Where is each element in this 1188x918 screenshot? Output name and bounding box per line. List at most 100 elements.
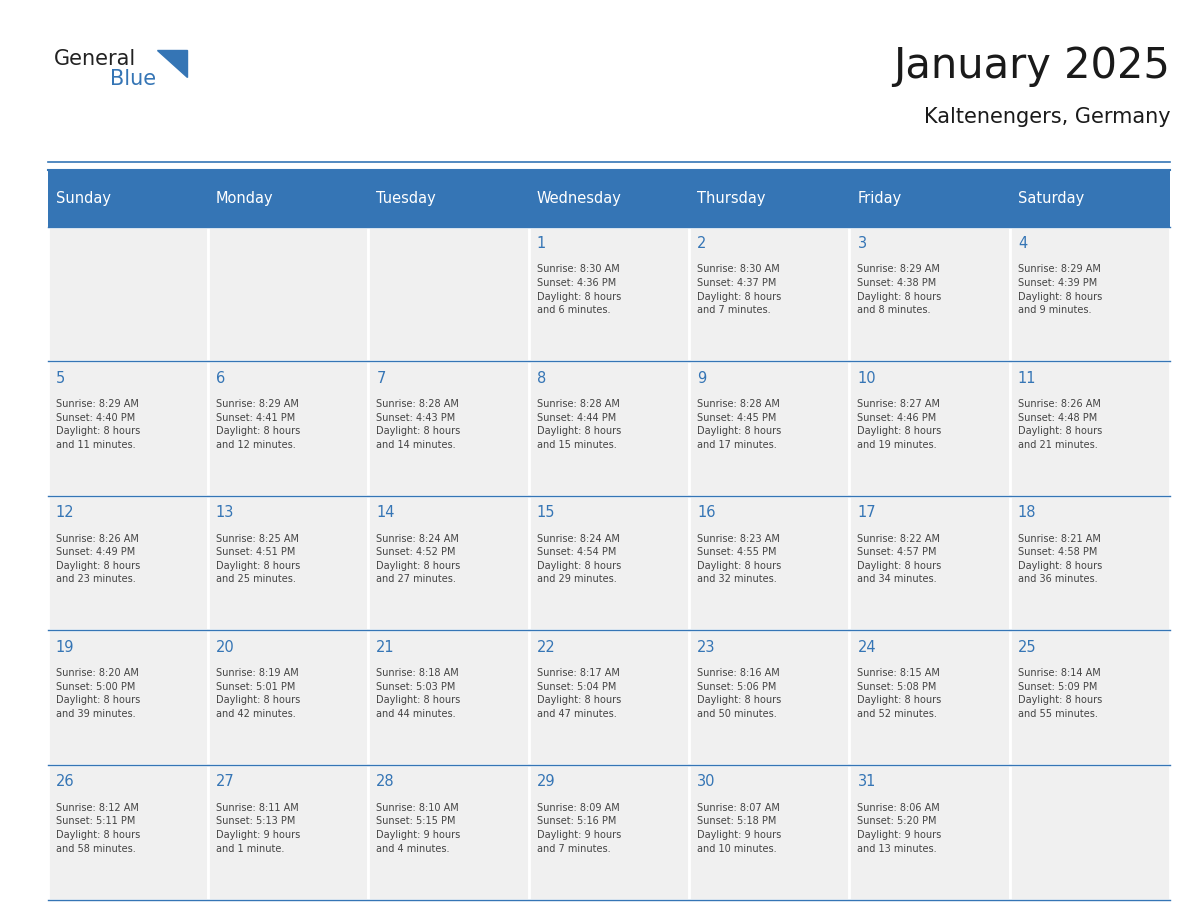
Text: 19: 19 [56, 640, 74, 655]
Text: Sunrise: 8:09 AM
Sunset: 5:16 PM
Daylight: 9 hours
and 7 minutes.: Sunrise: 8:09 AM Sunset: 5:16 PM Dayligh… [537, 802, 621, 854]
Bar [689, 362, 849, 496]
Text: Sunrise: 8:28 AM
Sunset: 4:43 PM
Daylight: 8 hours
and 14 minutes.: Sunrise: 8:28 AM Sunset: 4:43 PM Dayligh… [377, 399, 461, 450]
Text: Sunday: Sunday [56, 191, 110, 206]
Text: 20: 20 [216, 640, 235, 655]
Text: Sunrise: 8:16 AM
Sunset: 5:06 PM
Daylight: 8 hours
and 50 minutes.: Sunrise: 8:16 AM Sunset: 5:06 PM Dayligh… [697, 668, 782, 719]
Text: 6: 6 [216, 371, 226, 386]
Text: 5: 5 [56, 371, 65, 386]
Text: Sunrise: 8:10 AM
Sunset: 5:15 PM
Daylight: 9 hours
and 4 minutes.: Sunrise: 8:10 AM Sunset: 5:15 PM Dayligh… [377, 802, 461, 854]
Text: Sunrise: 8:23 AM
Sunset: 4:55 PM
Daylight: 8 hours
and 32 minutes.: Sunrise: 8:23 AM Sunset: 4:55 PM Dayligh… [697, 533, 782, 585]
Text: Thursday: Thursday [697, 191, 765, 206]
Text: Sunrise: 8:12 AM
Sunset: 5:11 PM
Daylight: 8 hours
and 58 minutes.: Sunrise: 8:12 AM Sunset: 5:11 PM Dayligh… [56, 802, 140, 854]
Text: Sunrise: 8:25 AM
Sunset: 4:51 PM
Daylight: 8 hours
and 25 minutes.: Sunrise: 8:25 AM Sunset: 4:51 PM Dayligh… [216, 533, 301, 585]
Text: Kaltenengers, Germany: Kaltenengers, Germany [923, 106, 1170, 127]
Bar [529, 765, 689, 900]
Bar [208, 170, 368, 227]
Bar [1010, 765, 1170, 900]
Text: Sunrise: 8:24 AM
Sunset: 4:54 PM
Daylight: 8 hours
and 29 minutes.: Sunrise: 8:24 AM Sunset: 4:54 PM Dayligh… [537, 533, 621, 585]
Bar [529, 170, 689, 227]
Text: 23: 23 [697, 640, 715, 655]
Text: 9: 9 [697, 371, 707, 386]
Bar [208, 362, 368, 496]
Text: Sunrise: 8:20 AM
Sunset: 5:00 PM
Daylight: 8 hours
and 39 minutes.: Sunrise: 8:20 AM Sunset: 5:00 PM Dayligh… [56, 668, 140, 719]
Bar [208, 227, 368, 362]
Text: 16: 16 [697, 505, 715, 521]
Bar [689, 765, 849, 900]
Text: Friday: Friday [858, 191, 902, 206]
Text: 26: 26 [56, 775, 74, 789]
Text: 25: 25 [1018, 640, 1036, 655]
Text: January 2025: January 2025 [893, 45, 1170, 87]
Bar [849, 227, 1010, 362]
Text: Sunrise: 8:11 AM
Sunset: 5:13 PM
Daylight: 9 hours
and 1 minute.: Sunrise: 8:11 AM Sunset: 5:13 PM Dayligh… [216, 802, 301, 854]
Text: 31: 31 [858, 775, 876, 789]
Text: Sunrise: 8:27 AM
Sunset: 4:46 PM
Daylight: 8 hours
and 19 minutes.: Sunrise: 8:27 AM Sunset: 4:46 PM Dayligh… [858, 399, 942, 450]
Bar [1010, 227, 1170, 362]
Text: Sunrise: 8:14 AM
Sunset: 5:09 PM
Daylight: 8 hours
and 55 minutes.: Sunrise: 8:14 AM Sunset: 5:09 PM Dayligh… [1018, 668, 1102, 719]
Text: Sunrise: 8:29 AM
Sunset: 4:38 PM
Daylight: 8 hours
and 8 minutes.: Sunrise: 8:29 AM Sunset: 4:38 PM Dayligh… [858, 264, 942, 315]
Bar [689, 227, 849, 362]
Text: Sunrise: 8:28 AM
Sunset: 4:45 PM
Daylight: 8 hours
and 17 minutes.: Sunrise: 8:28 AM Sunset: 4:45 PM Dayligh… [697, 399, 782, 450]
Bar [368, 765, 529, 900]
Text: Sunrise: 8:06 AM
Sunset: 5:20 PM
Daylight: 9 hours
and 13 minutes.: Sunrise: 8:06 AM Sunset: 5:20 PM Dayligh… [858, 802, 942, 854]
Text: 2: 2 [697, 236, 707, 252]
Text: 8: 8 [537, 371, 546, 386]
Text: 12: 12 [56, 505, 74, 521]
Text: Sunrise: 8:26 AM
Sunset: 4:49 PM
Daylight: 8 hours
and 23 minutes.: Sunrise: 8:26 AM Sunset: 4:49 PM Dayligh… [56, 533, 140, 585]
Bar [48, 496, 208, 631]
Text: Sunrise: 8:17 AM
Sunset: 5:04 PM
Daylight: 8 hours
and 47 minutes.: Sunrise: 8:17 AM Sunset: 5:04 PM Dayligh… [537, 668, 621, 719]
Text: Wednesday: Wednesday [537, 191, 621, 206]
Text: Tuesday: Tuesday [377, 191, 436, 206]
Bar [48, 362, 208, 496]
Bar [368, 631, 529, 765]
Text: Sunrise: 8:26 AM
Sunset: 4:48 PM
Daylight: 8 hours
and 21 minutes.: Sunrise: 8:26 AM Sunset: 4:48 PM Dayligh… [1018, 399, 1102, 450]
Bar [48, 227, 208, 362]
Text: Sunrise: 8:22 AM
Sunset: 4:57 PM
Daylight: 8 hours
and 34 minutes.: Sunrise: 8:22 AM Sunset: 4:57 PM Dayligh… [858, 533, 942, 585]
Text: 28: 28 [377, 775, 394, 789]
Text: 27: 27 [216, 775, 235, 789]
Polygon shape [157, 50, 187, 77]
Bar [208, 631, 368, 765]
Bar [368, 362, 529, 496]
Bar [689, 170, 849, 227]
Text: 15: 15 [537, 505, 555, 521]
Bar [1010, 170, 1170, 227]
Text: Sunrise: 8:18 AM
Sunset: 5:03 PM
Daylight: 8 hours
and 44 minutes.: Sunrise: 8:18 AM Sunset: 5:03 PM Dayligh… [377, 668, 461, 719]
Text: 29: 29 [537, 775, 555, 789]
Text: Sunrise: 8:29 AM
Sunset: 4:39 PM
Daylight: 8 hours
and 9 minutes.: Sunrise: 8:29 AM Sunset: 4:39 PM Dayligh… [1018, 264, 1102, 315]
Text: Sunrise: 8:30 AM
Sunset: 4:36 PM
Daylight: 8 hours
and 6 minutes.: Sunrise: 8:30 AM Sunset: 4:36 PM Dayligh… [537, 264, 621, 315]
Text: 22: 22 [537, 640, 556, 655]
Text: 24: 24 [858, 640, 876, 655]
Text: 11: 11 [1018, 371, 1036, 386]
Text: 30: 30 [697, 775, 715, 789]
Bar [689, 631, 849, 765]
Text: 1: 1 [537, 236, 546, 252]
Text: 14: 14 [377, 505, 394, 521]
Bar [529, 631, 689, 765]
Text: 17: 17 [858, 505, 876, 521]
Text: Sunrise: 8:30 AM
Sunset: 4:37 PM
Daylight: 8 hours
and 7 minutes.: Sunrise: 8:30 AM Sunset: 4:37 PM Dayligh… [697, 264, 782, 315]
Bar [368, 496, 529, 631]
Bar [208, 765, 368, 900]
Text: Sunrise: 8:15 AM
Sunset: 5:08 PM
Daylight: 8 hours
and 52 minutes.: Sunrise: 8:15 AM Sunset: 5:08 PM Dayligh… [858, 668, 942, 719]
Text: 4: 4 [1018, 236, 1028, 252]
Bar [529, 362, 689, 496]
Text: Sunrise: 8:29 AM
Sunset: 4:41 PM
Daylight: 8 hours
and 12 minutes.: Sunrise: 8:29 AM Sunset: 4:41 PM Dayligh… [216, 399, 301, 450]
Bar [48, 765, 208, 900]
Text: 7: 7 [377, 371, 386, 386]
Text: General: General [53, 49, 135, 69]
Bar [849, 496, 1010, 631]
Bar [849, 362, 1010, 496]
Bar [849, 631, 1010, 765]
Bar [1010, 631, 1170, 765]
Text: 18: 18 [1018, 505, 1036, 521]
Bar [368, 227, 529, 362]
Text: 10: 10 [858, 371, 876, 386]
Text: 13: 13 [216, 505, 234, 521]
Bar [368, 170, 529, 227]
Bar [1010, 362, 1170, 496]
Text: 3: 3 [858, 236, 866, 252]
Text: Sunrise: 8:21 AM
Sunset: 4:58 PM
Daylight: 8 hours
and 36 minutes.: Sunrise: 8:21 AM Sunset: 4:58 PM Dayligh… [1018, 533, 1102, 585]
Text: 21: 21 [377, 640, 394, 655]
Text: Saturday: Saturday [1018, 191, 1085, 206]
